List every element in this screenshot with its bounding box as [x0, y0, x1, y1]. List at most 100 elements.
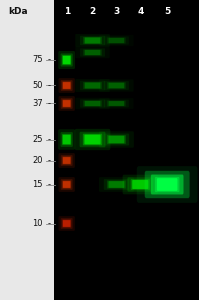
Text: kDa: kDa: [8, 8, 28, 16]
FancyBboxPatch shape: [99, 177, 134, 192]
FancyBboxPatch shape: [59, 216, 75, 231]
FancyBboxPatch shape: [104, 36, 129, 45]
FancyBboxPatch shape: [99, 98, 134, 109]
FancyBboxPatch shape: [137, 166, 198, 203]
FancyBboxPatch shape: [107, 181, 126, 188]
FancyBboxPatch shape: [83, 134, 102, 145]
Text: 5: 5: [164, 8, 170, 16]
FancyBboxPatch shape: [63, 56, 70, 64]
Text: 50: 50: [32, 81, 43, 90]
Text: 3: 3: [113, 8, 120, 16]
FancyBboxPatch shape: [58, 51, 75, 69]
Text: 2: 2: [89, 8, 96, 16]
FancyBboxPatch shape: [58, 129, 75, 150]
Text: -: -: [48, 99, 51, 108]
FancyBboxPatch shape: [62, 220, 71, 227]
FancyBboxPatch shape: [80, 36, 105, 45]
FancyBboxPatch shape: [99, 35, 134, 46]
FancyBboxPatch shape: [104, 81, 129, 90]
Text: 25: 25: [32, 135, 43, 144]
FancyBboxPatch shape: [131, 179, 150, 190]
Text: -: -: [48, 81, 51, 90]
FancyBboxPatch shape: [157, 178, 178, 191]
FancyBboxPatch shape: [60, 132, 73, 147]
FancyBboxPatch shape: [151, 174, 184, 195]
FancyBboxPatch shape: [155, 177, 179, 192]
FancyBboxPatch shape: [61, 155, 73, 166]
FancyBboxPatch shape: [107, 135, 126, 144]
FancyBboxPatch shape: [151, 175, 183, 194]
FancyBboxPatch shape: [109, 38, 124, 43]
FancyBboxPatch shape: [61, 179, 73, 190]
FancyBboxPatch shape: [62, 134, 71, 145]
FancyBboxPatch shape: [132, 180, 148, 189]
FancyBboxPatch shape: [104, 100, 129, 107]
FancyBboxPatch shape: [104, 179, 129, 190]
FancyBboxPatch shape: [62, 157, 71, 164]
FancyBboxPatch shape: [107, 100, 126, 106]
Text: 37: 37: [32, 99, 43, 108]
FancyBboxPatch shape: [145, 171, 190, 198]
Text: 15: 15: [32, 180, 43, 189]
Text: -: -: [48, 219, 51, 228]
Text: -: -: [48, 156, 51, 165]
FancyBboxPatch shape: [85, 82, 100, 88]
FancyBboxPatch shape: [84, 135, 101, 144]
FancyBboxPatch shape: [85, 50, 100, 55]
FancyBboxPatch shape: [83, 50, 102, 56]
FancyBboxPatch shape: [63, 181, 70, 188]
FancyBboxPatch shape: [75, 34, 110, 47]
FancyBboxPatch shape: [99, 131, 134, 148]
FancyBboxPatch shape: [83, 37, 102, 44]
Text: -: -: [48, 135, 51, 144]
FancyBboxPatch shape: [62, 181, 71, 188]
FancyBboxPatch shape: [127, 177, 153, 192]
FancyBboxPatch shape: [63, 220, 70, 227]
FancyBboxPatch shape: [83, 82, 102, 89]
Text: -: -: [48, 180, 51, 189]
FancyBboxPatch shape: [145, 171, 189, 198]
FancyBboxPatch shape: [61, 98, 73, 109]
FancyBboxPatch shape: [109, 101, 124, 106]
FancyBboxPatch shape: [63, 100, 70, 107]
FancyBboxPatch shape: [83, 100, 102, 106]
FancyBboxPatch shape: [63, 135, 70, 144]
FancyBboxPatch shape: [59, 153, 75, 168]
FancyBboxPatch shape: [62, 55, 71, 65]
FancyBboxPatch shape: [80, 99, 105, 108]
FancyBboxPatch shape: [107, 38, 126, 44]
FancyBboxPatch shape: [61, 218, 73, 229]
FancyBboxPatch shape: [109, 83, 124, 88]
FancyBboxPatch shape: [99, 80, 134, 92]
FancyBboxPatch shape: [75, 98, 110, 109]
Text: 75: 75: [32, 56, 43, 64]
Text: 10: 10: [32, 219, 43, 228]
FancyBboxPatch shape: [80, 81, 105, 90]
FancyBboxPatch shape: [123, 175, 158, 194]
FancyBboxPatch shape: [63, 157, 70, 164]
FancyBboxPatch shape: [104, 134, 129, 146]
FancyBboxPatch shape: [80, 48, 105, 57]
Bar: [0, 0, 54, 300]
FancyBboxPatch shape: [62, 100, 71, 107]
FancyBboxPatch shape: [60, 53, 73, 67]
FancyBboxPatch shape: [75, 79, 110, 92]
FancyBboxPatch shape: [85, 38, 100, 44]
FancyBboxPatch shape: [61, 80, 73, 91]
FancyBboxPatch shape: [59, 177, 75, 192]
FancyBboxPatch shape: [108, 181, 124, 188]
Text: 20: 20: [32, 156, 43, 165]
FancyBboxPatch shape: [63, 82, 70, 89]
Text: 1: 1: [63, 8, 70, 16]
FancyBboxPatch shape: [80, 132, 105, 147]
FancyBboxPatch shape: [108, 136, 124, 143]
Text: -: -: [48, 56, 51, 64]
FancyBboxPatch shape: [75, 47, 110, 58]
FancyBboxPatch shape: [107, 82, 126, 89]
FancyBboxPatch shape: [59, 78, 75, 93]
FancyBboxPatch shape: [75, 129, 110, 150]
FancyBboxPatch shape: [62, 82, 71, 89]
FancyBboxPatch shape: [59, 96, 75, 111]
FancyBboxPatch shape: [85, 101, 100, 106]
Text: 4: 4: [137, 8, 143, 16]
